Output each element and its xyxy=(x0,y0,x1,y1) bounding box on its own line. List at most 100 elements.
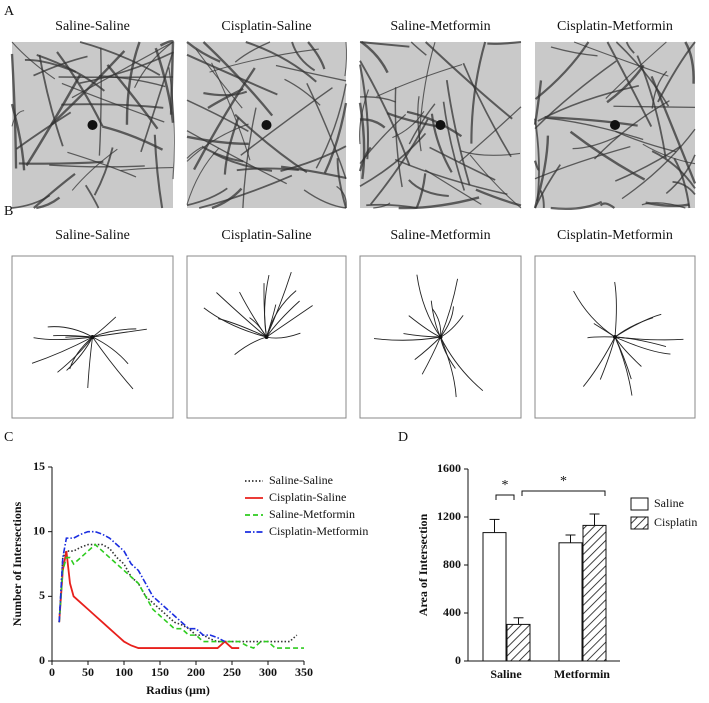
dendrite xyxy=(223,117,240,175)
x-tick-label: 200 xyxy=(187,665,205,679)
traced-dendrite xyxy=(92,336,129,365)
dendrite xyxy=(242,107,257,209)
traced-dendrite xyxy=(266,300,300,338)
traced-dendrite xyxy=(440,336,484,392)
dendrite xyxy=(284,78,321,106)
dendrite xyxy=(315,83,347,169)
dendrite xyxy=(186,147,220,205)
dendrite xyxy=(186,135,249,146)
dendrite xyxy=(358,102,366,180)
soma xyxy=(87,120,98,130)
x-tick-label: Saline xyxy=(490,667,522,681)
dendrite xyxy=(442,101,466,191)
legend-label: Saline-Saline xyxy=(269,473,333,487)
dendrite xyxy=(418,42,436,142)
traced-dendrite xyxy=(216,292,267,338)
traced-dendrite xyxy=(203,307,267,338)
y-axis-label: Number of Intersections xyxy=(10,501,24,626)
traced-soma xyxy=(264,335,269,339)
dendrite xyxy=(186,130,288,185)
dendrite xyxy=(534,145,631,180)
traced-dendrite xyxy=(264,274,270,338)
traced-dendrite xyxy=(266,271,292,338)
dendrite xyxy=(101,125,164,151)
dendrite xyxy=(306,83,347,180)
dendrite xyxy=(424,41,513,120)
dendrite xyxy=(120,167,174,172)
legend-label: Saline-Metformin xyxy=(269,507,355,521)
traced-dendrite xyxy=(614,336,667,347)
dendrite xyxy=(67,151,137,178)
dendrite xyxy=(430,113,453,173)
dendrite xyxy=(291,41,316,72)
dendrite xyxy=(621,128,696,200)
image-title: Cisplatin-Metformin xyxy=(557,228,673,243)
series-line xyxy=(58,543,298,643)
dendrite xyxy=(615,130,677,153)
dendrite xyxy=(186,53,278,96)
dendrite xyxy=(154,47,175,123)
y-tick-label: 1600 xyxy=(437,461,461,475)
dendrite xyxy=(394,158,508,196)
dendrite xyxy=(84,184,100,209)
dendrite xyxy=(303,189,347,209)
bar xyxy=(582,524,607,662)
dendrite xyxy=(369,118,429,205)
dendrite xyxy=(234,113,308,174)
x-tick-label: Metformin xyxy=(554,667,610,681)
soma xyxy=(435,120,446,130)
dendrite xyxy=(572,134,620,150)
bar xyxy=(558,542,583,662)
dendrite xyxy=(359,96,396,103)
traced-dendrite xyxy=(440,336,456,369)
dendrite xyxy=(33,55,88,77)
image-title: Saline-Saline xyxy=(55,19,130,34)
traced-dendrite xyxy=(249,317,267,338)
dendrite xyxy=(106,64,159,130)
traced-dendrite xyxy=(416,274,441,338)
dendrite xyxy=(550,200,603,211)
dendrite xyxy=(462,62,512,158)
y-tick-label: 800 xyxy=(443,557,461,571)
dendrite xyxy=(534,41,590,100)
dendrite xyxy=(684,41,695,84)
traced-dendrite xyxy=(408,315,441,338)
traced-dendrite xyxy=(266,332,301,339)
traced-dendrite xyxy=(47,326,93,338)
dendrite xyxy=(651,150,696,189)
dendrite xyxy=(534,118,540,202)
dendrite xyxy=(636,55,667,159)
dendrite xyxy=(198,174,293,209)
x-tick-label: 100 xyxy=(115,665,133,679)
dendrite xyxy=(641,202,686,209)
x-axis-label: Radius (μm) xyxy=(146,683,210,697)
traced-soma xyxy=(438,335,443,339)
traced-dendrite xyxy=(92,336,134,390)
dendrite xyxy=(36,196,61,210)
traced-dendrite xyxy=(266,305,313,338)
dendrite xyxy=(408,179,449,197)
dendrite xyxy=(386,112,438,128)
dendrite xyxy=(211,62,251,161)
dendrite xyxy=(33,173,76,209)
y-tick-label: 400 xyxy=(443,605,461,619)
dendrite xyxy=(615,41,670,107)
traced-dendrite xyxy=(573,290,616,338)
y-tick-label: 10 xyxy=(33,523,45,537)
traced-soma xyxy=(613,335,617,339)
dendrite xyxy=(359,113,407,164)
dendrite xyxy=(169,41,175,115)
dendrite xyxy=(573,41,669,77)
traced-dendrite xyxy=(430,300,441,338)
traced-dendrite xyxy=(414,336,441,360)
traced-dendrite xyxy=(599,336,616,380)
dendrite xyxy=(544,116,638,127)
dendrite xyxy=(11,194,51,209)
dendrite xyxy=(651,70,668,109)
dendrite xyxy=(410,41,427,56)
dendrite xyxy=(236,167,299,172)
traced-dendrite xyxy=(421,336,441,375)
series-line xyxy=(58,543,304,649)
